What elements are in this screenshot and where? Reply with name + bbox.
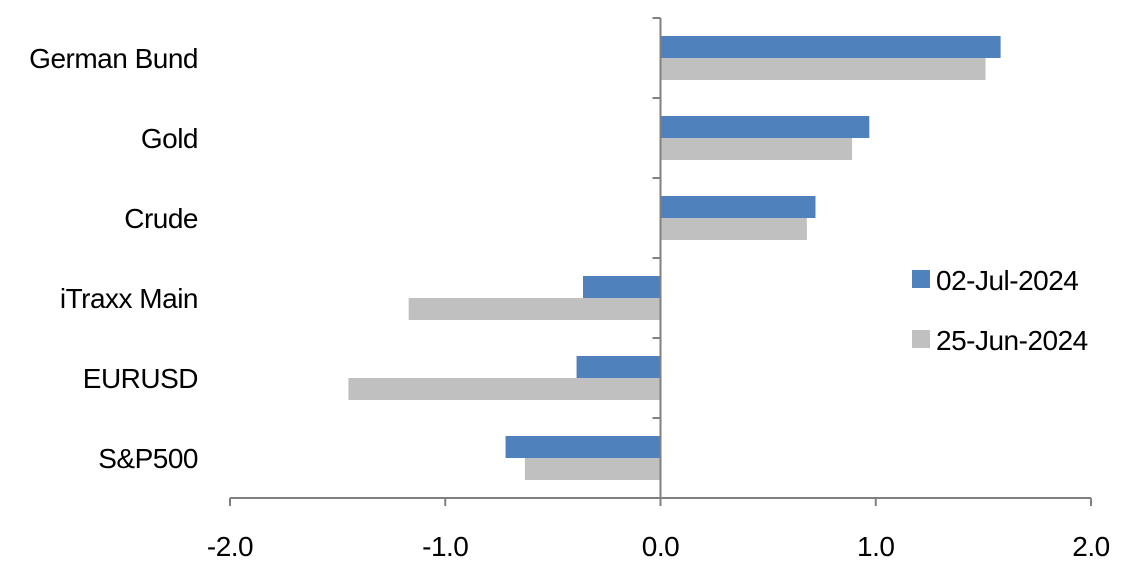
category-labels: German Bund Gold Crude iTraxx Main EURUSD S&P… — [29, 43, 198, 474]
legend-swatch — [912, 270, 930, 288]
bars-group — [348, 36, 1001, 480]
x-tick-label: -2.0 — [207, 531, 253, 562]
category-label: iTraxx Main — [60, 283, 198, 314]
bar-current — [576, 356, 661, 378]
bar-previous — [660, 218, 807, 240]
bar-current — [660, 196, 816, 218]
bar-previous — [660, 138, 853, 160]
axes-group: -2.0 -1.0 0.0 1.0 2.0 — [207, 17, 1110, 562]
x-tick-label: 1.0 — [857, 531, 894, 562]
bar-previous — [524, 458, 661, 480]
category-label: Crude — [124, 203, 198, 234]
legend-label: 02-Jul-2024 — [936, 265, 1078, 296]
bar-current — [583, 276, 661, 298]
x-tick-label: -1.0 — [422, 531, 468, 562]
category-label: Gold — [141, 123, 198, 154]
category-label: German Bund — [29, 43, 198, 74]
category-label: S&P500 — [98, 443, 198, 474]
x-tick-label: 0.0 — [642, 531, 679, 562]
bar-previous — [408, 298, 661, 320]
legend: 02-Jul-2024 25-Jun-2024 — [912, 265, 1088, 356]
x-tick-label: 2.0 — [1072, 531, 1109, 562]
category-label: EURUSD — [83, 363, 198, 394]
bar-current — [660, 116, 870, 138]
bar-previous — [348, 378, 661, 400]
bar-current — [660, 36, 1001, 58]
legend-swatch — [912, 330, 930, 348]
legend-label: 25-Jun-2024 — [936, 325, 1088, 356]
bar-current — [505, 436, 661, 458]
bar-previous — [660, 58, 986, 80]
